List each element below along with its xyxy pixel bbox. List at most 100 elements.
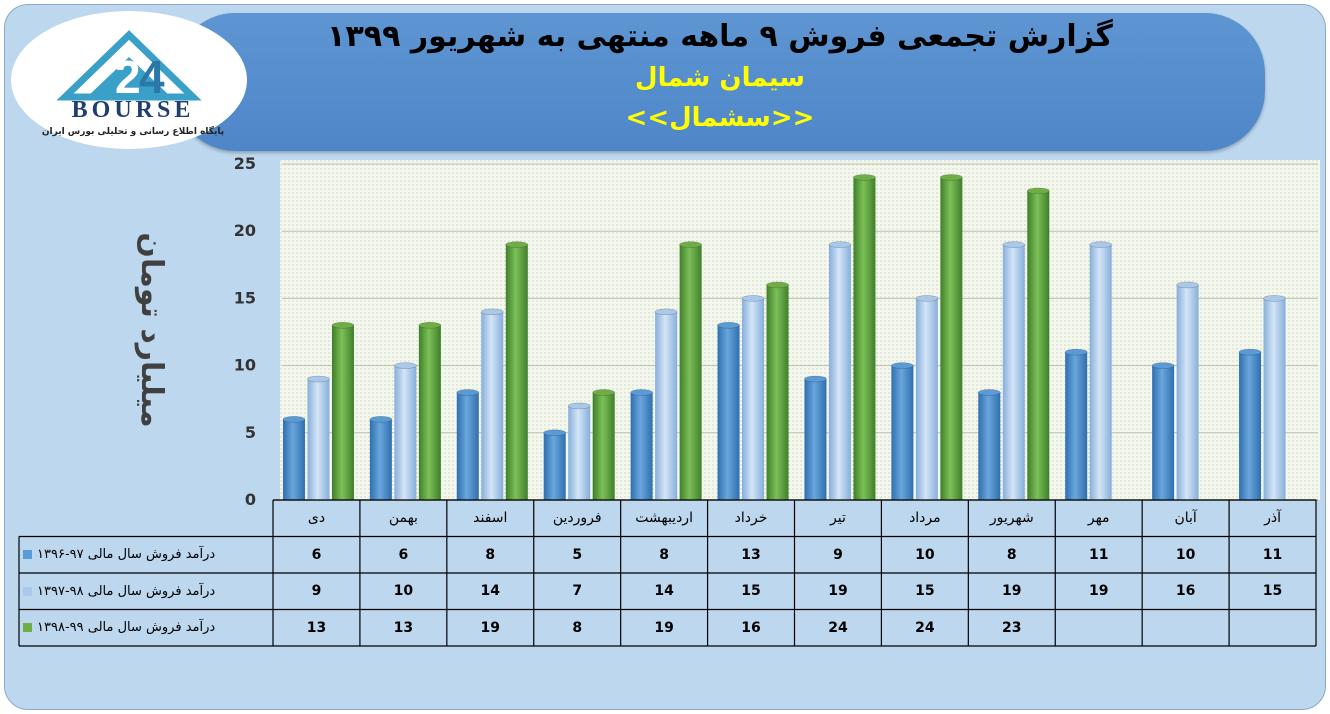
data-label: 15 <box>1262 583 1283 600</box>
bar <box>1064 348 1088 500</box>
bar <box>369 416 393 500</box>
bar <box>1176 281 1199 500</box>
data-label: 8 <box>572 619 583 636</box>
bar <box>977 389 1001 500</box>
bar <box>331 321 355 500</box>
data-label: 6 <box>398 546 409 563</box>
ticker-symbol: <<سشمال>> <box>625 103 815 133</box>
data-label: 19 <box>654 619 674 636</box>
bar <box>915 295 939 500</box>
legend-swatch <box>23 550 32 560</box>
category-label: دی <box>307 510 326 527</box>
legend-label: درآمد فروش سال مالی ۹۹-۱۳۹۸ <box>37 620 216 636</box>
data-label: 7 <box>572 583 583 600</box>
bar <box>592 389 616 500</box>
category-label: آبان <box>1174 510 1197 527</box>
category-label: بهمن <box>388 510 418 527</box>
company-name: سیمان شمال <box>635 63 805 93</box>
data-label: 8 <box>485 546 496 563</box>
data-label: 24 <box>915 619 935 636</box>
svg-text:2: 2 <box>115 51 141 101</box>
bar <box>567 402 591 500</box>
data-table-lines <box>18 499 1317 647</box>
logo-wordmark: BOURSE <box>71 97 195 123</box>
data-label: 14 <box>654 583 674 600</box>
bar <box>679 241 702 500</box>
bar <box>717 321 740 500</box>
data-label: 15 <box>915 583 935 600</box>
legend-entry: درآمد فروش سال مالی ۹۹-۱۳۹۸ <box>23 610 265 647</box>
data-label: 11 <box>1088 546 1109 563</box>
category-label: مرداد <box>909 510 941 527</box>
category-label: فروردین <box>552 510 602 527</box>
bar <box>940 174 963 500</box>
bar <box>1026 187 1050 500</box>
data-label: 16 <box>741 619 761 636</box>
title-banner: گزارش تجمعی فروش ۹ ماهه منتهی به شهریور … <box>175 13 1265 151</box>
bar <box>480 308 504 500</box>
bar <box>418 321 442 500</box>
data-label: 16 <box>1175 583 1196 600</box>
plot-wall <box>280 160 1320 500</box>
bar <box>853 174 876 500</box>
legend-entry: درآمد فروش سال مالی ۹۸-۱۳۹۷ <box>23 573 265 610</box>
bar <box>1002 241 1026 500</box>
bar <box>307 375 330 500</box>
bourse-logo: 2 4 BOURSE پایگاه اطلاع رسانی و تحلیلی ب… <box>11 11 247 149</box>
bar <box>766 281 789 500</box>
report-title: گزارش تجمعی فروش ۹ ماهه منتهی به شهریور … <box>327 19 1113 54</box>
data-label: 13 <box>741 546 761 563</box>
bar <box>456 389 480 500</box>
category-label: خرداد <box>734 510 768 527</box>
data-label: 19 <box>828 583 848 600</box>
data-label: 14 <box>480 583 501 600</box>
legend-entry: درآمد فروش سال مالی ۹۷-۱۳۹۶ <box>23 537 265 574</box>
data-label: 6 <box>311 546 322 563</box>
logo-mark-icon: 2 4 <box>56 30 202 101</box>
logo-subtitle: پایگاه اطلاع رسانی و تحلیلی بورس ایران <box>41 127 225 137</box>
bar <box>394 362 417 500</box>
data-label: 19 <box>480 619 501 636</box>
y-tick-label: 0 <box>245 490 256 509</box>
bars <box>282 174 1286 500</box>
bar <box>654 308 678 500</box>
legend-label: درآمد فروش سال مالی ۹۸-۱۳۹۷ <box>37 583 216 599</box>
y-tick-label: 10 <box>234 356 256 375</box>
category-label: مهر <box>1087 510 1110 527</box>
y-axis-label: میلیارد تومان <box>134 232 169 427</box>
data-label: 9 <box>833 546 843 563</box>
y-tick-label: 20 <box>234 221 256 240</box>
bar <box>1263 295 1286 500</box>
category-label: آذر <box>1264 510 1281 527</box>
bar <box>505 241 529 500</box>
bar <box>543 429 567 500</box>
bar <box>282 416 306 500</box>
y-tick-label: 25 <box>234 154 256 173</box>
data-label: 13 <box>393 619 414 636</box>
bar <box>741 295 765 500</box>
data-label: 10 <box>915 546 935 563</box>
category-label: شهریور <box>989 510 1034 527</box>
category-label: اسفند <box>473 510 508 527</box>
bar <box>1089 241 1113 500</box>
svg-text:4: 4 <box>139 51 165 101</box>
legend-swatch <box>23 586 32 596</box>
legend-swatch <box>23 623 32 633</box>
data-label: 11 <box>1262 546 1283 563</box>
data-label: 8 <box>659 546 669 563</box>
y-tick-label: 5 <box>245 423 256 442</box>
data-label: 24 <box>828 619 848 636</box>
legend-label: درآمد فروش سال مالی ۹۷-۱۳۹۶ <box>37 547 216 563</box>
bar <box>828 241 852 500</box>
data-label: 10 <box>393 583 414 600</box>
category-label: تیر <box>830 510 846 527</box>
data-label: 9 <box>311 583 322 600</box>
data-label: 8 <box>1006 546 1017 563</box>
data-label: 5 <box>572 546 583 563</box>
bar <box>1238 348 1262 500</box>
data-label: 19 <box>1002 583 1022 600</box>
bar <box>891 362 914 500</box>
bar <box>804 375 827 500</box>
bar <box>1151 362 1175 500</box>
